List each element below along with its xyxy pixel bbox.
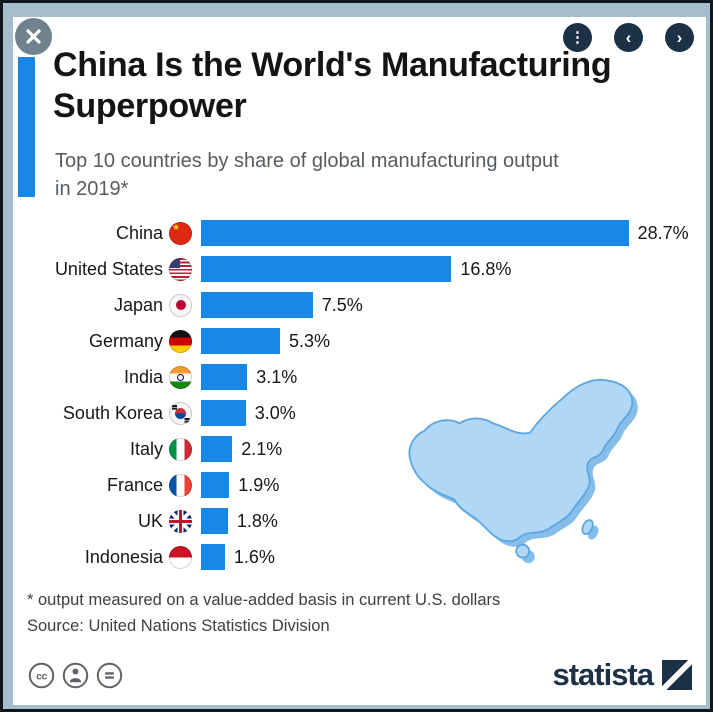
flag-south-korea-icon	[169, 401, 192, 425]
value-label: 28.7%	[637, 222, 689, 243]
chart-subtitle: Top 10 countries by share of global manu…	[55, 150, 559, 200]
chevron-right-icon: ›	[676, 28, 683, 47]
value-label: 1.8%	[236, 510, 278, 531]
flag-japan-icon	[169, 293, 192, 317]
country-label: Germany	[88, 330, 163, 351]
bar	[201, 544, 225, 570]
bar-track: 3.1%	[201, 364, 700, 390]
bar-track: 1.9%	[201, 472, 700, 498]
prev-button[interactable]: ‹	[614, 23, 643, 52]
bar	[201, 436, 233, 462]
bar	[201, 472, 230, 498]
bar-track: 2.1%	[201, 436, 700, 462]
bar-track: 28.7%	[201, 220, 700, 246]
page-background: ⋮ ‹ › China Is the World's Manufacturing…	[3, 3, 710, 709]
license-badges: cc	[28, 662, 123, 689]
cc-license-icon[interactable]: cc	[28, 662, 55, 689]
infographic-card: ⋮ ‹ › China Is the World's Manufacturing…	[13, 17, 706, 705]
value-label: 1.6%	[233, 546, 275, 567]
bar	[201, 328, 280, 354]
bar-track: 5.3%	[201, 328, 700, 354]
value-label: 1.9%	[238, 474, 280, 495]
svg-text:cc: cc	[36, 670, 47, 682]
bar-track: 7.5%	[201, 292, 700, 318]
chart-row: UK 1.8%	[13, 503, 700, 539]
chart-row: Japan 7.5%	[13, 287, 700, 323]
value-label: 7.5%	[321, 294, 363, 315]
bottom-bar: cc	[28, 657, 692, 693]
value-label: 2.1%	[241, 438, 283, 459]
top-controls: ⋮ ‹ ›	[563, 23, 694, 52]
flag-indonesia-icon	[169, 545, 192, 569]
flag-uk-icon	[169, 509, 192, 533]
bar	[201, 256, 452, 282]
country-label: France	[106, 474, 163, 495]
flag-china-icon	[169, 221, 192, 245]
country-label: China	[115, 222, 163, 243]
chart-row: Germany 5.3%	[13, 323, 700, 359]
chart-row: Italy 2.1%	[13, 431, 700, 467]
close-button[interactable]	[15, 18, 52, 55]
menu-button[interactable]: ⋮	[563, 23, 592, 52]
country-label: Indonesia	[84, 546, 163, 567]
country-label: Italy	[129, 438, 163, 459]
kebab-menu-icon: ⋮	[570, 29, 585, 46]
flag-france-icon	[169, 473, 192, 497]
statista-wordmark: statista	[552, 657, 654, 692]
value-label: 5.3%	[288, 330, 330, 351]
value-label: 3.0%	[254, 402, 296, 423]
equals-icon[interactable]	[96, 662, 123, 689]
chart-row: Indonesia 1.6%	[13, 539, 700, 575]
attribution-icon[interactable]	[62, 662, 89, 689]
value-label: 16.8%	[460, 258, 512, 279]
bar	[201, 292, 313, 318]
chevron-left-icon: ‹	[625, 28, 632, 47]
close-icon	[26, 29, 41, 44]
country-label: Japan	[113, 294, 163, 315]
bar-track: 3.0%	[201, 400, 700, 426]
bar	[201, 364, 248, 390]
statista-mark-icon	[662, 660, 692, 690]
source-line: Source: United Nations Statistics Divisi…	[27, 617, 330, 636]
flag-germany-icon	[169, 329, 192, 353]
country-label: United States	[54, 258, 163, 279]
bar	[201, 508, 228, 534]
country-label: UK	[137, 510, 163, 531]
bar-track: 16.8%	[201, 256, 700, 282]
bar	[201, 400, 246, 426]
chart-title: China Is the World's Manufacturing Super…	[53, 46, 612, 125]
bar	[201, 220, 629, 246]
value-label: 3.1%	[256, 366, 298, 387]
country-label: India	[123, 366, 163, 387]
title-accent-bar	[18, 57, 35, 197]
chart-row: South Korea 3.0%	[13, 395, 700, 431]
flag-italy-icon	[169, 437, 192, 461]
chart-row: China 28.7%	[13, 215, 700, 251]
flag-india-icon	[169, 365, 192, 389]
statista-logo[interactable]: statista	[552, 657, 692, 693]
flag-united-states-icon	[169, 257, 192, 281]
country-label: South Korea	[62, 402, 163, 423]
chart-row: United States 16.8%	[13, 251, 700, 287]
chart-row: India 3.1%	[13, 359, 700, 395]
bar-track: 1.6%	[201, 544, 700, 570]
footnote: * output measured on a value-added basis…	[27, 591, 501, 609]
footnotes: * output measured on a value-added basis…	[27, 587, 500, 640]
bar-chart: China 28.7% United States 16.8% Japan	[13, 215, 700, 575]
chart-row: France 1.9%	[13, 467, 700, 503]
bar-track: 1.8%	[201, 508, 700, 534]
next-button[interactable]: ›	[665, 23, 694, 52]
